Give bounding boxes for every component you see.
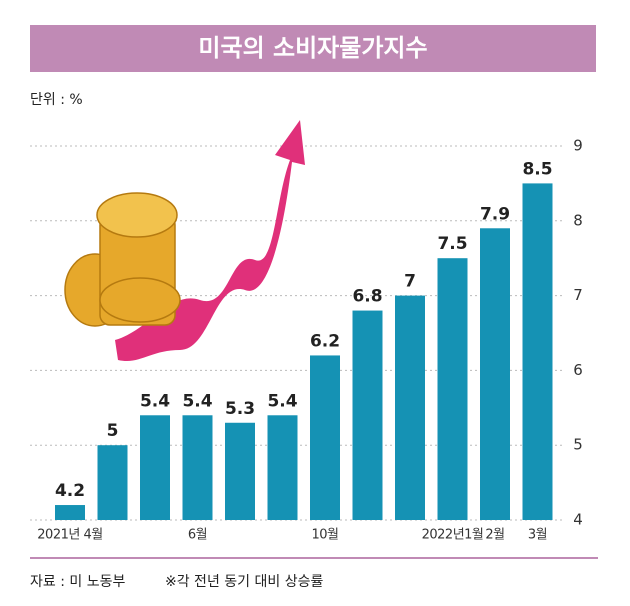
- bar: [395, 295, 425, 520]
- x-tick-label: 2월: [485, 528, 504, 543]
- value-label: 8.5: [522, 159, 552, 179]
- bar: [182, 415, 213, 520]
- value-label: 6.2: [310, 331, 340, 351]
- x-tick-label: 10월: [311, 528, 338, 543]
- value-label: 4.2: [55, 481, 85, 501]
- bar: [225, 422, 255, 520]
- x-tick-label: 3월: [528, 528, 547, 543]
- bar: [437, 258, 468, 520]
- value-label: 5.4: [267, 391, 297, 411]
- value-label: 5.4: [182, 391, 212, 411]
- source: 자료 : 미 노동부: [30, 574, 125, 590]
- x-tick-label: 6월: [188, 528, 207, 543]
- arrow-icon: [115, 120, 305, 362]
- y-tick-label: 5: [573, 436, 583, 454]
- decoration: [64, 120, 305, 362]
- value-label: 7: [404, 272, 416, 292]
- value-label: 5.3: [225, 399, 255, 419]
- plot: 2021년 4월 4.2 5 5.4 6월 5.4 5.3 5.4 10월 6.2 6.8 7 2022…: [37, 159, 552, 542]
- coins-icon: [64, 192, 181, 327]
- title-banner: [30, 25, 596, 72]
- unit-label: 단위 : %: [30, 92, 83, 108]
- value-label: 6.8: [352, 287, 382, 307]
- y-tick-label: 9: [573, 137, 583, 155]
- y-tick-label: 6: [573, 361, 583, 379]
- bar: [480, 228, 510, 520]
- value-label: 7.5: [437, 234, 467, 254]
- bar: [267, 415, 298, 520]
- value-label: 5.4: [140, 391, 170, 411]
- value-label: 7.9: [480, 204, 510, 224]
- bar: [97, 445, 128, 520]
- chart-title: 미국의 소비자물가지수: [198, 34, 427, 62]
- y-tick-label: 4: [573, 511, 583, 529]
- y-tick-label: 8: [573, 211, 583, 229]
- x-tick-label: 2021년 4월: [37, 528, 102, 543]
- y-tick-label: 7: [573, 286, 583, 304]
- value-label: 5: [107, 421, 119, 441]
- x-tick-label: 2022년1월: [422, 528, 484, 543]
- note: ※각 전년 동기 대비 상승률: [165, 574, 323, 590]
- bar: [310, 355, 340, 520]
- bar: [522, 183, 553, 520]
- bar: [352, 310, 383, 520]
- bar: [140, 415, 170, 520]
- bar: [55, 505, 85, 520]
